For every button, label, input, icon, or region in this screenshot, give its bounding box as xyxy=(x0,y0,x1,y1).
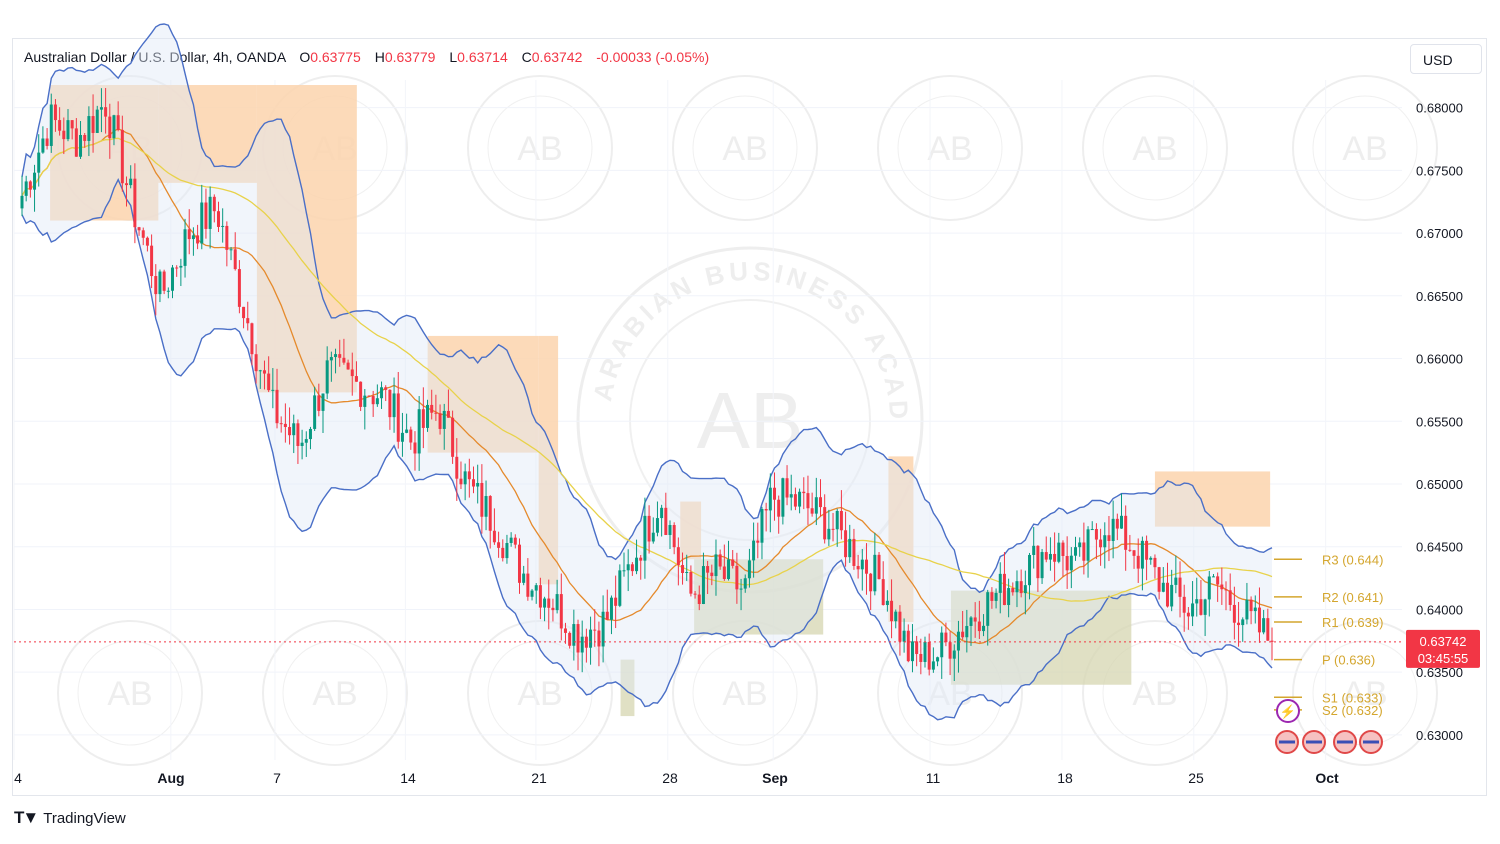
tradingview-icon: T▼ xyxy=(14,808,39,827)
tradingview-label: TradingView xyxy=(43,809,126,827)
currency-selector[interactable]: USD xyxy=(1410,44,1482,74)
symbol-title[interactable]: Australian Dollar / U.S. Dollar, 4h, OAN… xyxy=(24,49,286,65)
low-label: L xyxy=(449,49,458,65)
close-value: 0.63742 xyxy=(531,49,583,65)
chart-frame xyxy=(12,38,1487,796)
open-label: O xyxy=(299,49,311,65)
ohlc-legend: Australian Dollar / U.S. Dollar, 4h, OAN… xyxy=(24,49,709,65)
close-label: C xyxy=(521,49,532,65)
change-value: -0.00033 (-0.05%) xyxy=(596,49,710,65)
tradingview-logo[interactable]: T▼ TradingView xyxy=(14,808,126,828)
open-value: 0.63775 xyxy=(310,49,361,65)
high-label: H xyxy=(374,49,385,65)
high-value: 0.63779 xyxy=(384,49,436,65)
low-value: 0.63714 xyxy=(457,49,508,65)
